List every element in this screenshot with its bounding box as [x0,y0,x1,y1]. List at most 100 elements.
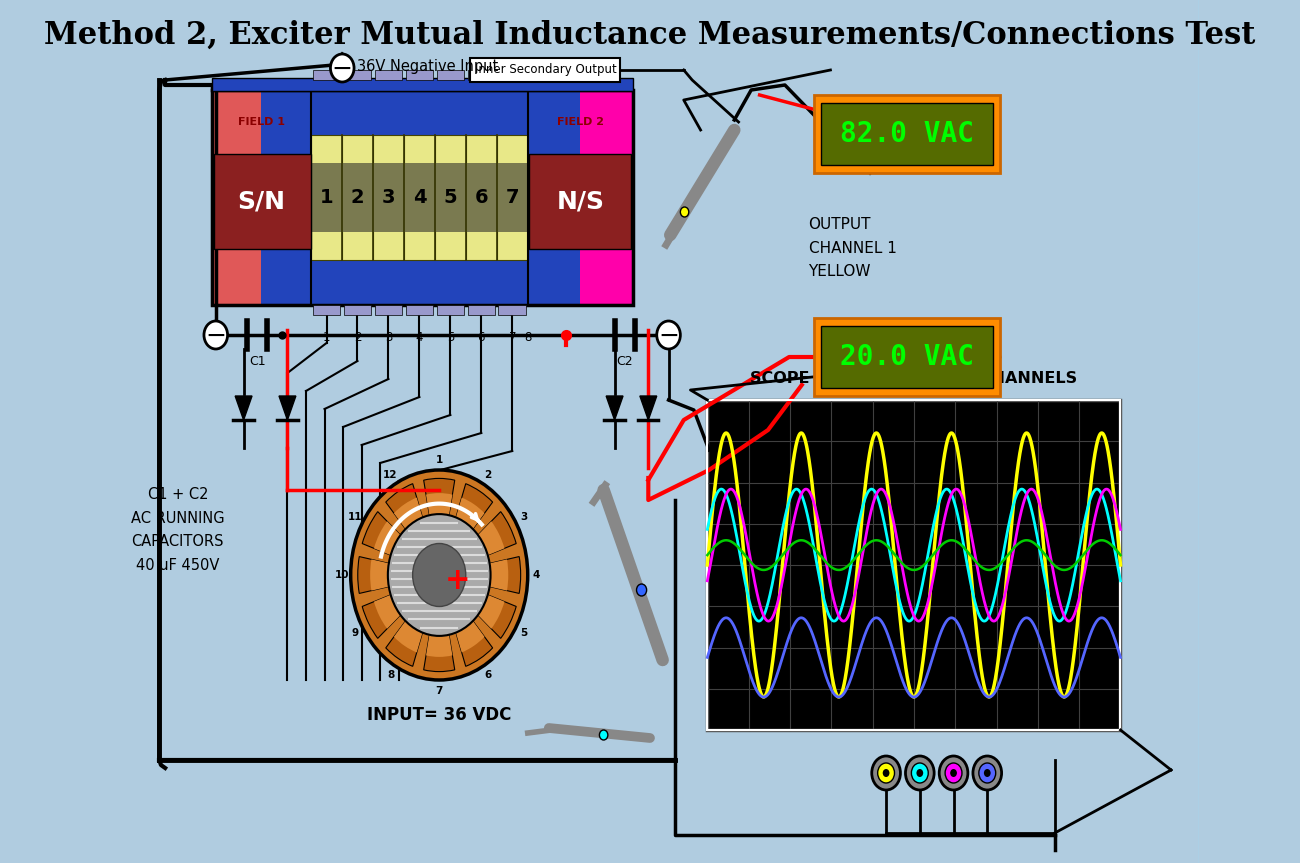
Bar [101,287,1199,302]
Circle shape [872,756,901,790]
Bar [374,305,402,315]
Bar [101,662,1199,676]
Bar [528,90,580,305]
Text: 2: 2 [485,470,491,480]
Bar [101,503,1199,518]
Text: 5: 5 [520,627,528,638]
Wedge shape [394,498,439,575]
Text: 2: 2 [351,188,364,207]
Wedge shape [439,575,516,639]
Bar [343,305,372,315]
Wedge shape [386,575,439,666]
Text: S/N: S/N [238,190,285,214]
Wedge shape [363,512,439,575]
Bar [101,15,1199,28]
Circle shape [204,321,227,349]
Bar [814,95,1000,173]
Bar [101,403,1199,417]
Bar [707,400,1121,730]
Bar [101,216,1199,230]
Wedge shape [439,559,508,590]
Circle shape [351,470,528,680]
Bar [212,90,311,305]
Circle shape [911,763,928,783]
Bar [373,135,404,260]
Bar [101,259,1199,274]
Circle shape [883,769,889,777]
Circle shape [599,730,608,740]
Bar [528,90,633,305]
Bar [101,460,1199,475]
Bar [101,475,1199,489]
Bar [101,690,1199,705]
Bar [313,70,341,80]
Circle shape [330,54,354,82]
Wedge shape [386,483,439,575]
Text: FIELD 2: FIELD 2 [556,117,604,127]
Text: 7: 7 [508,331,516,343]
Bar [101,244,1199,259]
Polygon shape [280,396,296,420]
Bar [498,305,527,315]
Circle shape [637,584,646,596]
Circle shape [387,514,490,636]
Circle shape [916,769,923,777]
Bar [101,331,1199,345]
Bar [343,70,372,80]
Text: 3: 3 [385,331,393,343]
Text: 3: 3 [520,513,528,522]
Bar [404,135,436,260]
Wedge shape [358,557,439,594]
Polygon shape [235,396,252,420]
Bar [101,805,1199,820]
Bar [406,70,433,80]
Bar [101,576,1199,589]
Bar [497,135,528,260]
Bar [471,58,620,82]
Bar [498,70,527,80]
Text: 4: 4 [533,570,541,580]
Text: 6: 6 [477,331,485,343]
Bar [101,777,1199,791]
Bar [101,28,1199,43]
Text: 9: 9 [351,627,359,638]
Circle shape [972,756,1001,790]
Circle shape [945,763,962,783]
Text: 12: 12 [384,470,398,480]
Bar [101,374,1199,388]
Bar [311,135,342,260]
Wedge shape [439,557,521,594]
Bar [101,58,1199,72]
Bar [101,317,1199,331]
Text: 6: 6 [474,188,488,207]
Text: 11: 11 [347,513,363,522]
Text: C1: C1 [248,355,265,368]
Circle shape [939,756,968,790]
Bar [101,129,1199,144]
Bar [101,302,1199,317]
Bar [101,532,1199,546]
Bar [101,647,1199,662]
Bar [214,154,311,249]
Bar [342,135,373,260]
Bar [822,326,993,388]
Bar [101,388,1199,403]
Bar [101,676,1199,690]
Text: Method 2, Exciter Mutual Inductance Measurements/Connections Test: Method 2, Exciter Mutual Inductance Meas… [44,20,1256,51]
Circle shape [878,763,894,783]
Bar [529,154,632,249]
Bar [101,561,1199,576]
Circle shape [680,207,689,217]
Text: 1: 1 [320,188,333,207]
Bar [101,619,1199,633]
Circle shape [979,763,996,783]
Bar [101,633,1199,647]
Bar [814,318,1000,396]
Text: 8: 8 [387,670,394,680]
Circle shape [906,756,935,790]
Bar [311,90,528,135]
Bar [707,400,1121,730]
Text: 3: 3 [382,188,395,207]
Bar [212,90,633,305]
Text: N/S: N/S [556,190,604,214]
